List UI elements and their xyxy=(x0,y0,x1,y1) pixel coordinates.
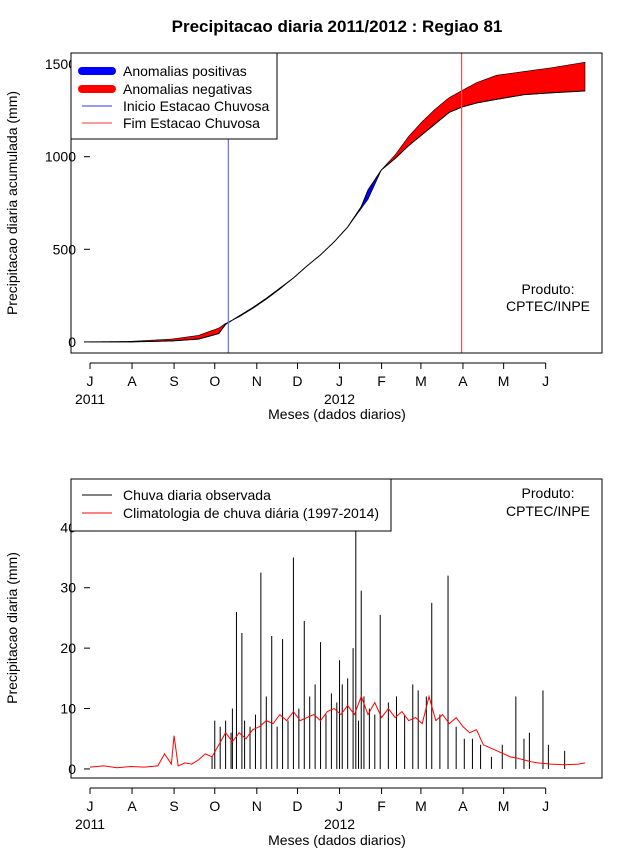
plot-frame xyxy=(70,52,603,354)
year-label: 2011 xyxy=(75,391,105,407)
positive-anomaly-area xyxy=(230,169,382,322)
climatology-line xyxy=(89,694,586,769)
x-tick-label: F xyxy=(377,798,386,814)
legend-label-positive: Anomalias positivas xyxy=(123,63,247,79)
x-tick-label: M xyxy=(415,798,427,814)
legend-label-season-start: Inicio Estacao Chuvosa xyxy=(123,98,270,114)
legend-label-climatology: Climatologia de chuva diária (1997-2014) xyxy=(123,505,379,521)
x-tick-label: M xyxy=(415,373,427,389)
x-tick-label: J xyxy=(87,373,94,389)
x-tick-label: F xyxy=(377,373,386,389)
observed-daily-bars xyxy=(211,479,566,769)
x-axis-label: Meses (dados diarios) xyxy=(268,832,406,848)
legend-label-negative: Anomalias negativas xyxy=(123,81,252,97)
y-tick-label: 500 xyxy=(53,241,77,257)
y-axis-label: Precipitacao diaria acumulada (mm) xyxy=(4,91,20,315)
product-source: CPTEC/INPE xyxy=(506,298,590,314)
y-axis: 0 500 1000 1500 xyxy=(45,56,90,350)
x-tick-label: J xyxy=(542,373,549,389)
x-tick-label: D xyxy=(292,373,302,389)
x-tick-label: S xyxy=(169,798,178,814)
figure-title: Precipitacao diaria 2011/2012 : Regiao 8… xyxy=(172,17,503,36)
y-tick-label: 0 xyxy=(68,761,76,777)
x-tick-label: J xyxy=(87,798,94,814)
x-tick-label: J xyxy=(336,798,343,814)
x-tick-label: D xyxy=(292,798,302,814)
x-axis-label: Meses (dados diarios) xyxy=(268,406,406,422)
year-label: 2012 xyxy=(324,391,355,407)
legend: Anomalias positivas Anomalias negativas … xyxy=(70,52,278,140)
x-tick-label: S xyxy=(169,373,178,389)
product-label: Produto: xyxy=(522,281,575,297)
legend-label-observed: Chuva diaria observada xyxy=(123,487,271,503)
x-tick-label: A xyxy=(458,373,468,389)
x-tick-label: M xyxy=(498,798,510,814)
x-tick-label: N xyxy=(252,798,262,814)
x-tick-label: A xyxy=(127,373,137,389)
cumulative-panel: 0 500 1000 1500 J A S O N D J F M A M J 2011 2012 Meses … xyxy=(4,52,603,422)
x-tick-label: A xyxy=(458,798,468,814)
x-tick-label: J xyxy=(336,373,343,389)
x-tick-label: M xyxy=(498,373,510,389)
x-axis: J A S O N D J F M A M J 2011 2012 xyxy=(75,787,549,832)
year-label: 2012 xyxy=(324,816,355,832)
year-label: 2011 xyxy=(75,816,105,832)
product-label: Produto: xyxy=(522,485,575,501)
y-tick-label: 30 xyxy=(60,580,76,596)
x-tick-label: O xyxy=(209,798,220,814)
negative-anomaly-area xyxy=(89,320,232,343)
legend: Chuva diaria observada Climatologia de c… xyxy=(70,478,392,532)
product-source: CPTEC/INPE xyxy=(506,503,590,519)
x-tick-label: N xyxy=(252,373,262,389)
x-tick-label: O xyxy=(209,373,220,389)
x-tick-label: J xyxy=(542,798,549,814)
y-tick-label: 1000 xyxy=(45,149,76,165)
x-tick-label: A xyxy=(127,798,137,814)
legend-box xyxy=(70,478,392,532)
observed-cumulative-line xyxy=(90,90,586,343)
y-tick-label: 10 xyxy=(60,701,76,717)
y-axis-label: Precipitacao diaria (mm) xyxy=(4,552,20,704)
x-axis: J A S O N D J F M A M J 2011 2012 xyxy=(75,362,549,407)
negative-anomaly-area xyxy=(381,61,586,170)
y-tick-label: 0 xyxy=(68,334,76,350)
legend-label-season-end: Fim Estacao Chuvosa xyxy=(123,115,260,131)
y-tick-label: 20 xyxy=(60,640,76,656)
y-tick-label: 1500 xyxy=(45,56,76,72)
